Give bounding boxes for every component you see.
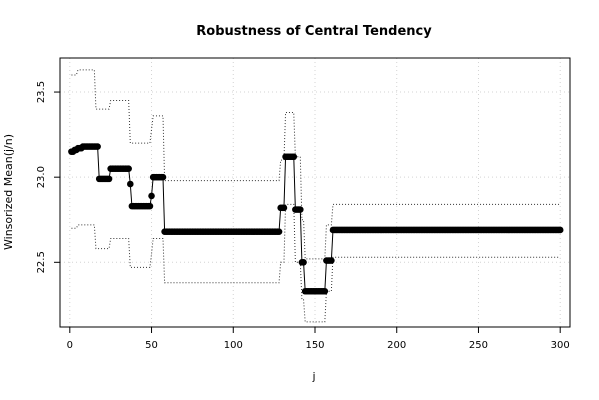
data-point-j57 (159, 173, 167, 181)
x-tick-label-0: 0 (67, 340, 73, 351)
y-tick-label-2: 23.5 (36, 81, 47, 103)
data-point-j128 (275, 228, 283, 235)
plot-frame (59, 57, 571, 328)
x-tick-label-3: 150 (305, 340, 324, 351)
data-point-j156 (321, 287, 329, 295)
x-tick-label-1: 50 (145, 340, 158, 351)
data-point-j300 (556, 226, 564, 234)
data-point-j141 (296, 206, 304, 213)
upper-band-line (71, 69, 561, 260)
chart-title: Robustness of Central Tendency (196, 24, 432, 39)
confidence-bands (71, 69, 561, 323)
data-point-j131 (280, 204, 288, 212)
x-tick-label-6: 300 (551, 340, 570, 351)
grid (60, 58, 570, 327)
data-point-j49 (146, 202, 154, 210)
data-point-j160 (328, 257, 335, 264)
data-point-j50 (148, 192, 155, 200)
data-point-j137 (290, 153, 298, 161)
x-tick-label-4: 200 (387, 340, 406, 351)
data-point-j37 (126, 180, 134, 188)
data-point-j24 (105, 175, 113, 183)
data-point-j36 (125, 165, 132, 172)
x-tick-label-5: 250 (469, 340, 488, 351)
y-tick-label-1: 23.0 (36, 166, 47, 188)
lower-band-line (71, 203, 561, 323)
data-point-j143 (300, 259, 307, 266)
axes: 0 50 100 150 200 250 300 22.5 23.0 23.5 (36, 81, 570, 351)
data-point-j17 (94, 143, 101, 150)
mean-points (68, 143, 564, 295)
x-axis-label: j (311, 370, 315, 383)
x-tick-label-2: 100 (224, 340, 243, 351)
y-tick-label-0: 22.5 (36, 251, 47, 273)
y-axis-label: Winsorized Mean(j/n) (2, 134, 15, 250)
